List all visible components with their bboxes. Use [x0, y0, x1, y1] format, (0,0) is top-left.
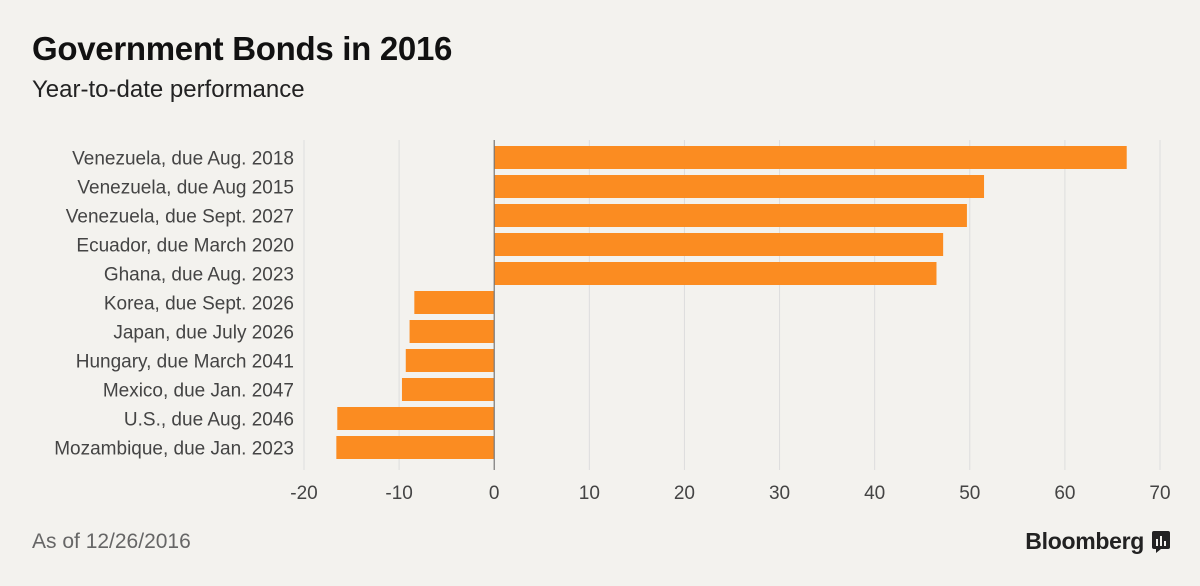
bloomberg-chat-icon [1152, 530, 1170, 553]
category-label: Ghana, due Aug. 2023 [104, 265, 294, 286]
bar [494, 204, 967, 227]
category-label: Venezuela, due Aug 2015 [77, 178, 294, 199]
date-note: As of 12/26/2016 [32, 530, 191, 553]
brand-name: Bloomberg [1025, 528, 1144, 554]
bar [337, 407, 495, 430]
chart-subtitle: Year-to-date performance [32, 76, 305, 103]
category-label: Mozambique, due Jan. 2023 [54, 439, 294, 460]
bar [494, 146, 1127, 169]
bar [401, 378, 495, 401]
chart-title: Government Bonds in 2016 [32, 30, 453, 67]
bar [414, 291, 495, 314]
x-tick-label: -20 [290, 483, 317, 504]
category-label: Venezuela, due Aug. 2018 [72, 149, 294, 170]
bar [494, 175, 985, 198]
bar [405, 349, 495, 372]
category-label: Venezuela, due Sept. 2027 [66, 207, 294, 228]
category-label: Korea, due Sept. 2026 [104, 294, 294, 315]
x-tick-label: -10 [385, 483, 412, 504]
category-label: Hungary, due March 2041 [76, 352, 294, 373]
category-label: Mexico, due Jan. 2047 [103, 381, 294, 402]
x-tick-label: 10 [579, 483, 600, 504]
category-label: U.S., due Aug. 2046 [124, 410, 294, 431]
category-label: Japan, due July 2026 [113, 323, 294, 344]
bar [336, 436, 495, 459]
x-tick-label: 60 [1054, 483, 1075, 504]
x-tick-label: 50 [959, 483, 980, 504]
x-tick-label: 20 [674, 483, 695, 504]
x-tick-label: 70 [1149, 483, 1170, 504]
category-label: Ecuador, due March 2020 [76, 236, 294, 257]
x-tick-label: 40 [864, 483, 885, 504]
x-tick-label: 0 [489, 483, 500, 504]
x-tick-label: 30 [769, 483, 790, 504]
bar [494, 262, 937, 285]
bar [494, 233, 944, 256]
bar [409, 320, 495, 343]
brand-logo: Bloomberg [1025, 528, 1170, 555]
